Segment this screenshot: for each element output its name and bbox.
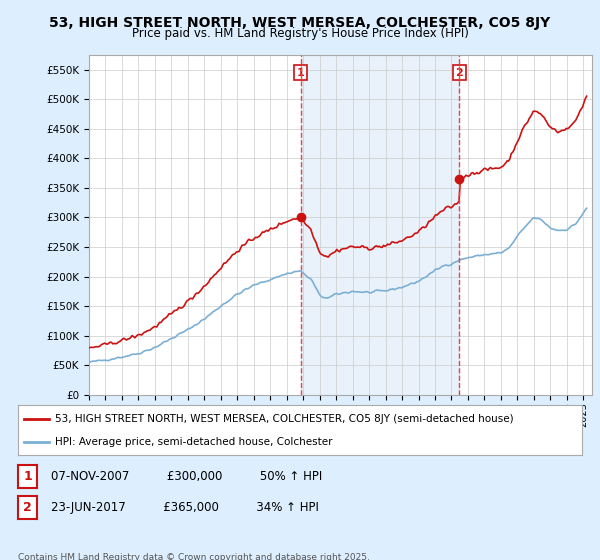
Text: 1: 1 xyxy=(297,68,305,78)
Text: 53, HIGH STREET NORTH, WEST MERSEA, COLCHESTER, CO5 8JY: 53, HIGH STREET NORTH, WEST MERSEA, COLC… xyxy=(49,16,551,30)
Text: Price paid vs. HM Land Registry's House Price Index (HPI): Price paid vs. HM Land Registry's House … xyxy=(131,27,469,40)
Text: 23-JUN-2017          £365,000          34% ↑ HPI: 23-JUN-2017 £365,000 34% ↑ HPI xyxy=(51,501,319,514)
Text: 53, HIGH STREET NORTH, WEST MERSEA, COLCHESTER, CO5 8JY (semi-detached house): 53, HIGH STREET NORTH, WEST MERSEA, COLC… xyxy=(55,414,513,424)
Text: 07-NOV-2007          £300,000          50% ↑ HPI: 07-NOV-2007 £300,000 50% ↑ HPI xyxy=(51,470,322,483)
Text: 2: 2 xyxy=(23,501,32,514)
Bar xyxy=(301,55,459,395)
Text: 2: 2 xyxy=(455,68,463,78)
Text: Contains HM Land Registry data © Crown copyright and database right 2025.
This d: Contains HM Land Registry data © Crown c… xyxy=(18,553,370,560)
Text: HPI: Average price, semi-detached house, Colchester: HPI: Average price, semi-detached house,… xyxy=(55,437,332,447)
Text: 1: 1 xyxy=(23,470,32,483)
